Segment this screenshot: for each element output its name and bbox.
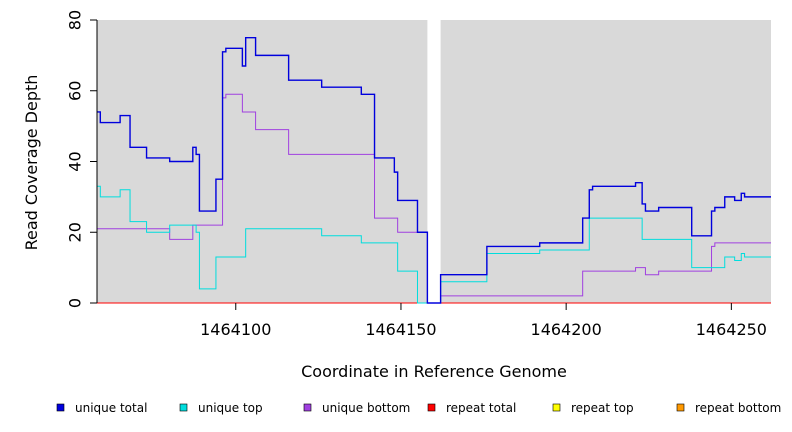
legend-label: repeat top bbox=[571, 401, 634, 415]
x-axis-title: Coordinate in Reference Genome bbox=[301, 362, 567, 381]
legend-label: unique top bbox=[198, 401, 263, 415]
x-tick-label: 1464200 bbox=[531, 320, 602, 339]
plot-background-1 bbox=[440, 20, 771, 303]
legend-item-unique-total: unique total bbox=[56, 401, 147, 415]
legend-item-unique-top: unique top bbox=[179, 401, 263, 415]
legend-label: repeat total bbox=[446, 401, 516, 415]
series-line-unique-total bbox=[97, 36, 771, 304]
legend-label: unique total bbox=[75, 401, 147, 415]
legend-swatch bbox=[552, 403, 561, 412]
legend-item-repeat-top: repeat top bbox=[552, 401, 634, 415]
y-axis-title: Read Coverage Depth bbox=[22, 75, 41, 251]
series-line-unique-top bbox=[97, 185, 771, 304]
y-tick-label: 80 bbox=[66, 10, 85, 30]
plot-background-0 bbox=[97, 20, 428, 303]
x-tick-label: 1464150 bbox=[365, 320, 436, 339]
legend-swatch bbox=[676, 403, 685, 412]
legend-item-repeat-bottom: repeat bottom bbox=[676, 401, 781, 415]
legend-label: repeat bottom bbox=[695, 401, 781, 415]
legend-swatch bbox=[427, 403, 436, 412]
y-tick-label: 0 bbox=[66, 298, 85, 308]
y-tick-label: 60 bbox=[66, 81, 85, 101]
legend-swatch bbox=[303, 403, 312, 412]
y-tick-label: 40 bbox=[66, 151, 85, 171]
y-tick-label: 20 bbox=[66, 222, 85, 242]
x-tick-label: 1464250 bbox=[696, 320, 767, 339]
legend-swatch bbox=[56, 403, 65, 412]
legend-item-unique-bottom: unique bottom bbox=[303, 401, 410, 415]
legend-item-repeat-total: repeat total bbox=[427, 401, 516, 415]
legend-swatch bbox=[179, 403, 188, 412]
series-line-unique-bottom bbox=[97, 93, 771, 304]
x-tick-label: 1464100 bbox=[200, 320, 271, 339]
legend-label: unique bottom bbox=[322, 401, 410, 415]
